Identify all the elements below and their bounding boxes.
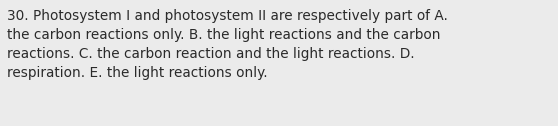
Text: 30. Photosystem I and photosystem II are respectively part of A.
the carbon reac: 30. Photosystem I and photosystem II are…: [7, 9, 448, 80]
